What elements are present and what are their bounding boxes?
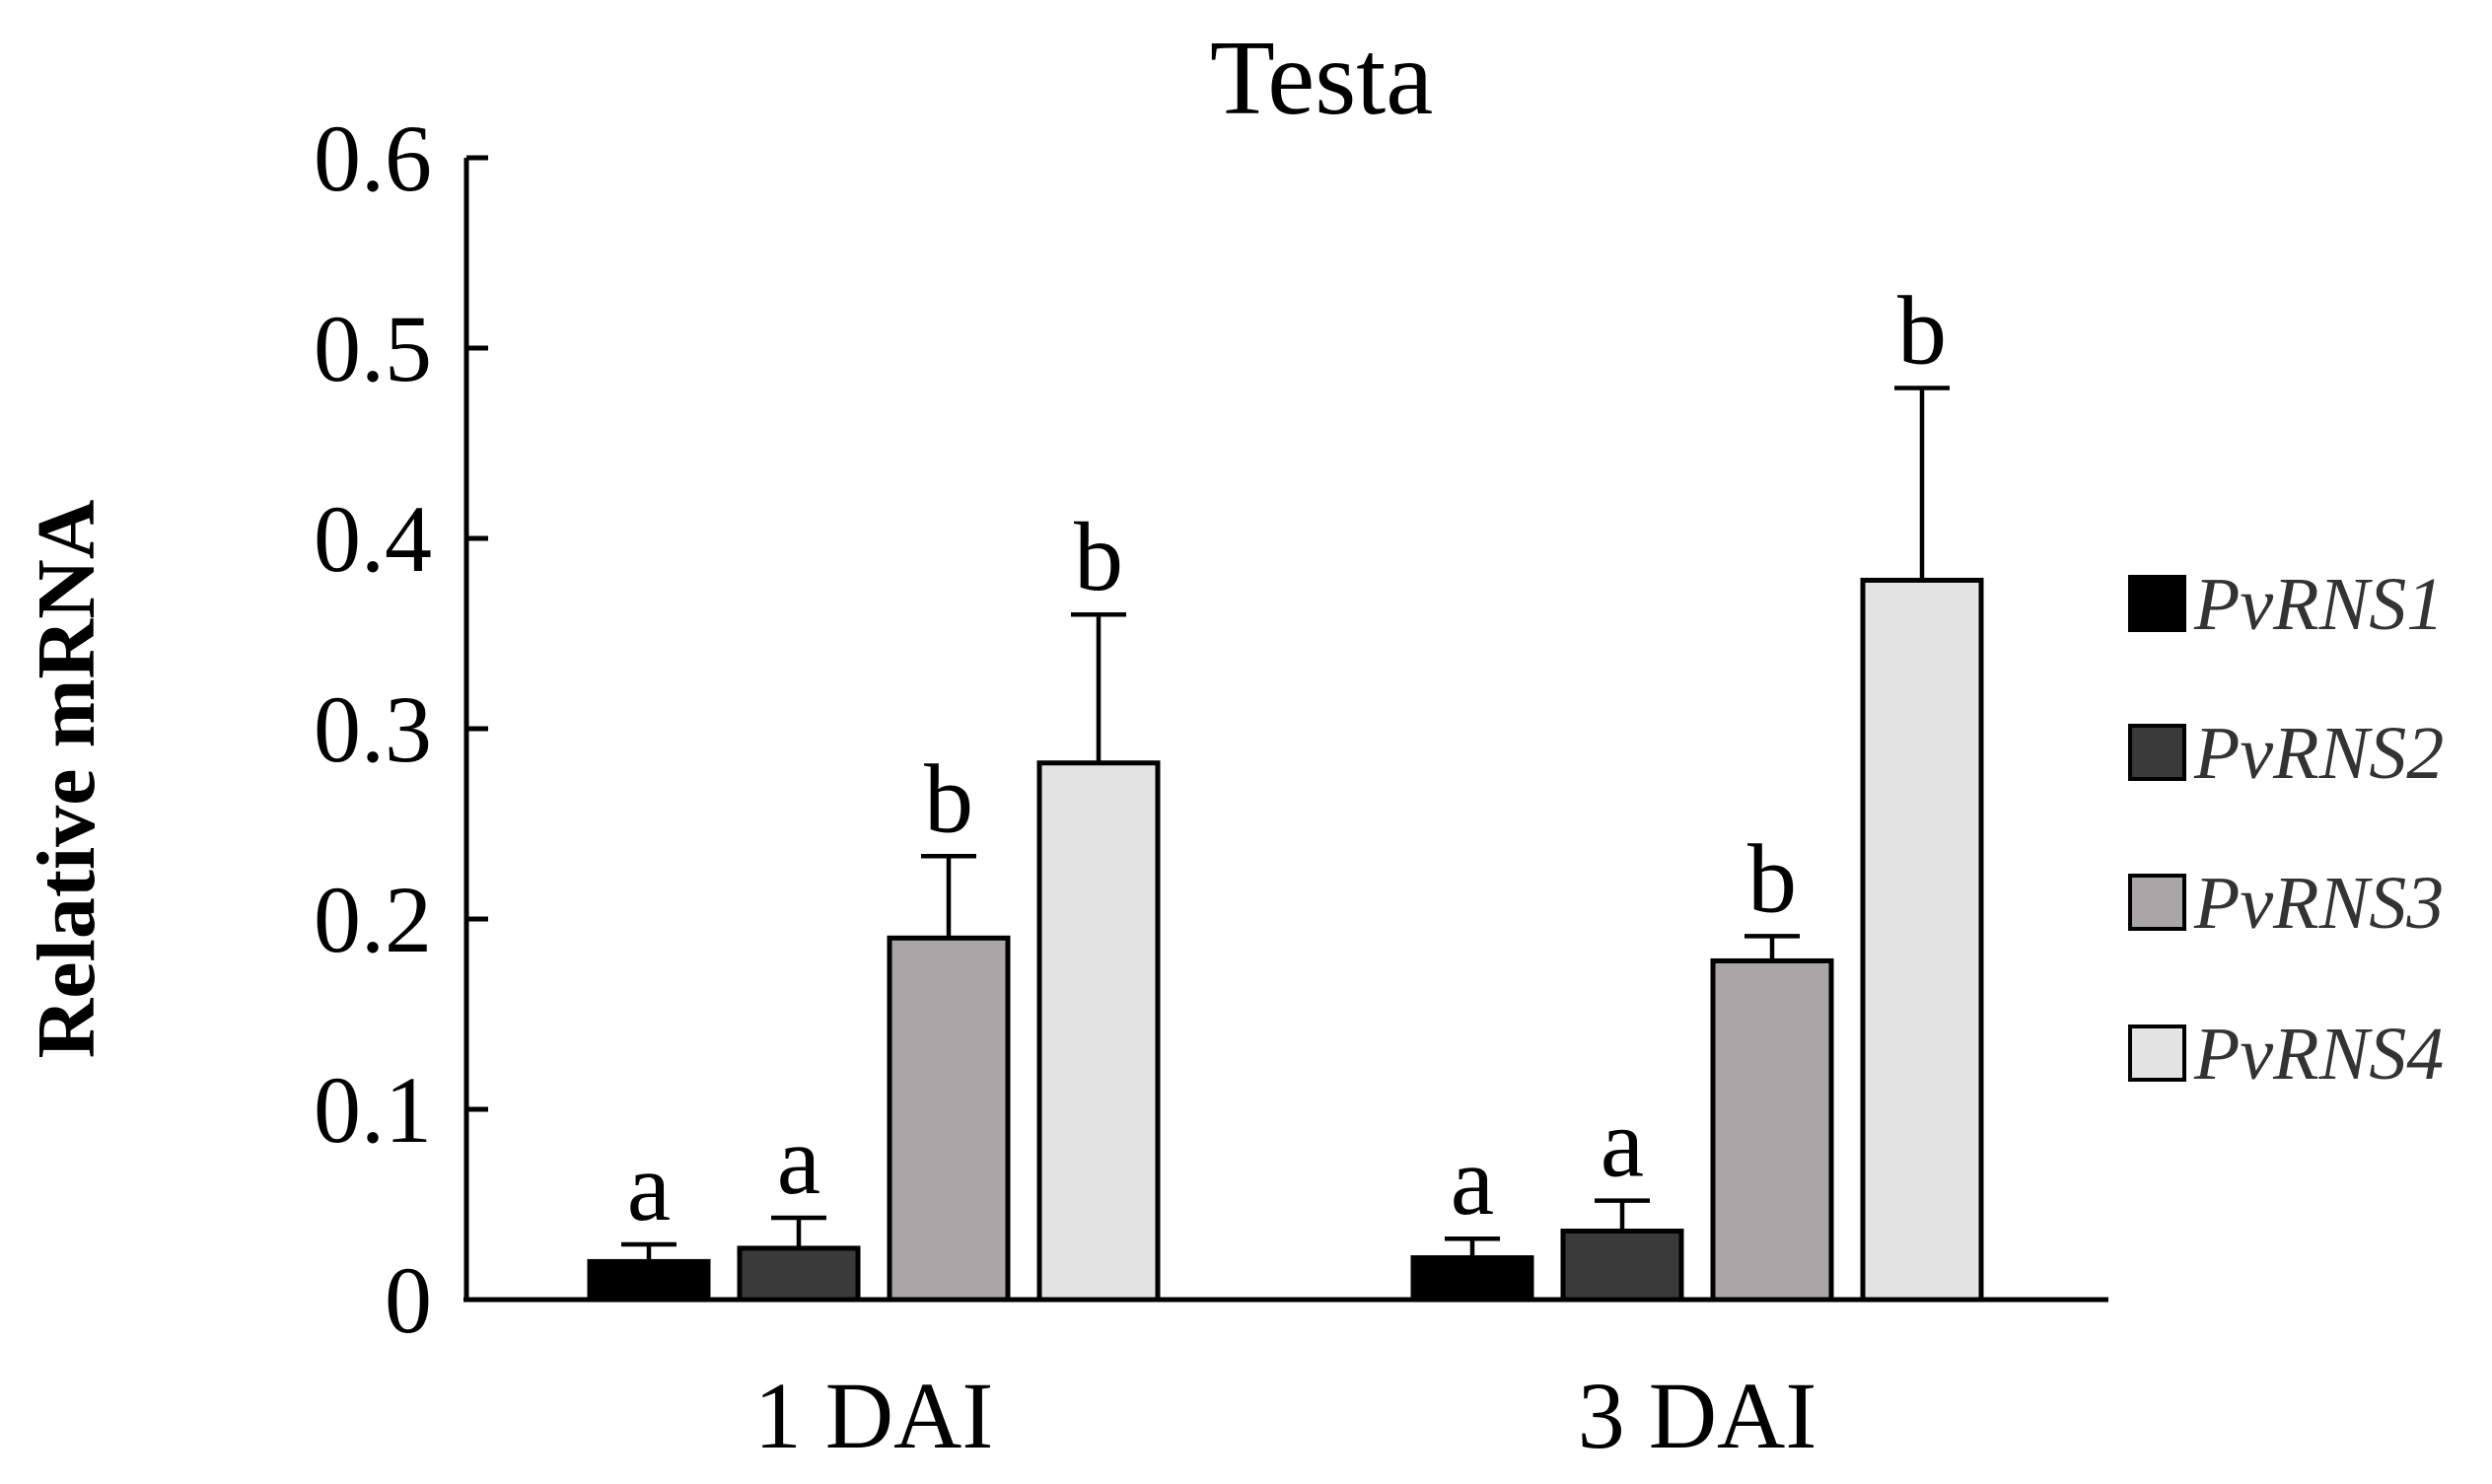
bar-PvRNS2-1 [1560,1229,1684,1303]
y-tick-label: 0.1 [314,1057,432,1163]
significance-letter: b [1747,823,1797,933]
legend-label-PvRNS2: PvRNS2 [2193,712,2444,795]
y-tick-label: 0.2 [314,867,432,972]
y-ticks: 0 0.1 0.2 0.3 0.4 0.5 0.6 [314,106,488,1353]
significance-letter: a [1451,1126,1494,1236]
legend-label-PvRNS1: PvRNS1 [2193,563,2444,646]
y-tick-label: 0.4 [314,486,432,592]
significance-letter: b [924,743,973,853]
y-tick-label: 0 [385,1247,432,1353]
bar-PvRNS3-0 [887,935,1011,1303]
bar-PvRNS4-0 [1036,760,1161,1303]
bar-PvRNS2-0 [737,1245,861,1303]
legend-label-PvRNS4: PvRNS4 [2193,1013,2444,1095]
y-tick-label: 0.3 [314,676,432,782]
x-category-label: 1 DAI [754,1363,994,1468]
bar-PvRNS1-0 [587,1258,711,1303]
y-tick-label: 0.6 [314,106,432,211]
legend-swatch-PvRNS1 [2128,575,2186,632]
bar-PvRNS4-1 [1860,577,1984,1303]
significance-letter: a [777,1105,820,1215]
legend-swatch-PvRNS3 [2128,874,2186,931]
bar-PvRNS3-1 [1710,957,1834,1303]
significance-letter: b [1074,502,1123,611]
legend: PvRNS1 PvRNS2 PvRNS3 PvRNS4 [2128,563,2444,1095]
legend-label-PvRNS3: PvRNS3 [2193,862,2444,945]
significance-letter: b [1897,276,1947,386]
legend-swatch-PvRNS2 [2128,724,2186,781]
legend-swatch-PvRNS4 [2128,1025,2186,1082]
significance-letter: a [627,1132,671,1241]
significance-letter: a [1601,1089,1644,1198]
chart-title: Testa [1210,20,1433,137]
bar-PvRNS1-1 [1410,1255,1534,1303]
y-axis-label: Relative mRNA [21,499,112,1058]
x-category-label: 3 DAI [1578,1363,1817,1468]
y-tick-label: 0.5 [314,296,432,401]
x-categories: 1 DAI 3 DAI [754,1363,1817,1468]
